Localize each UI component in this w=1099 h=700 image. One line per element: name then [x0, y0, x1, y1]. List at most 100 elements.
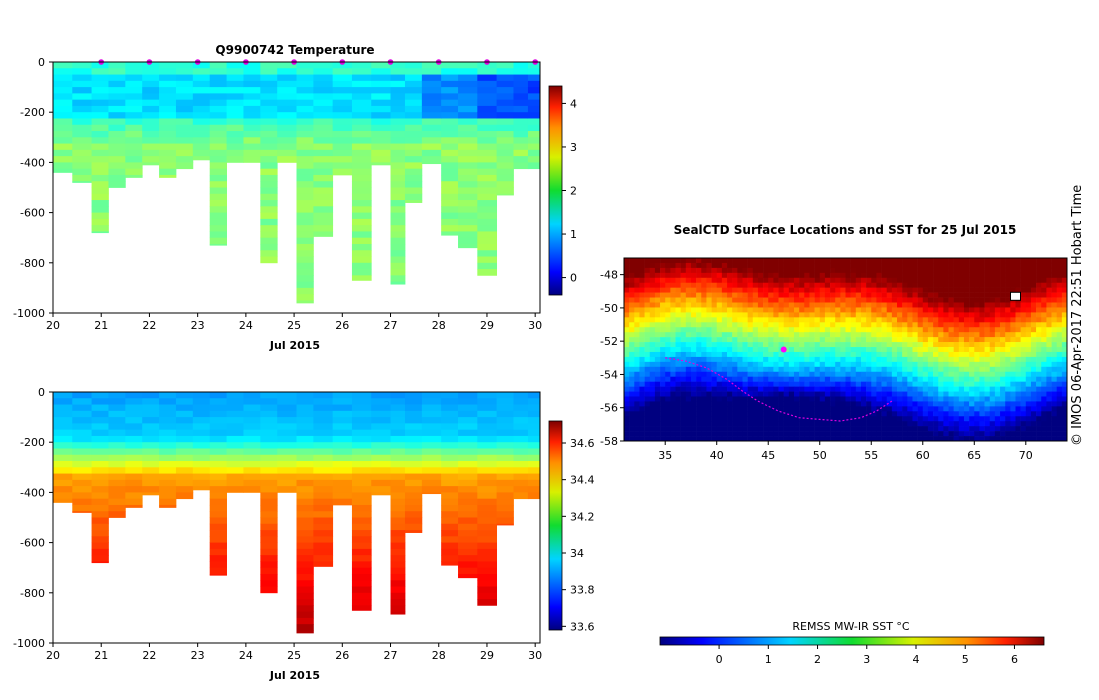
temperature-cell: [209, 225, 227, 232]
sst-cell: [1051, 272, 1057, 279]
sst-cell: [701, 297, 707, 303]
salinity-cell: [159, 454, 177, 462]
sst-cell: [804, 356, 810, 363]
sst-cell: [860, 386, 867, 392]
temperature-cell: [72, 93, 92, 101]
salinity-cell: [296, 517, 314, 525]
sst-cell: [933, 317, 939, 323]
sst-cell: [855, 317, 862, 323]
salinity-cell: [313, 392, 334, 399]
sst-cell: [943, 327, 949, 333]
salinity-cell: [175, 461, 194, 468]
salinity-cell: [513, 486, 529, 493]
salinity-cell: [209, 486, 227, 493]
temperature-cell: [53, 87, 73, 94]
sst-cell: [1041, 411, 1047, 417]
salinity-cell: [296, 567, 314, 575]
map-x-tick-label: 45: [761, 449, 775, 462]
salinity-cell: [404, 479, 423, 487]
sst-cell: [902, 356, 908, 363]
sst-cell: [902, 371, 908, 378]
salinity-cell: [441, 486, 459, 493]
sst-cell: [819, 282, 826, 288]
temperature-cell: [209, 74, 227, 82]
sst-cell: [953, 277, 960, 284]
sst-cell: [732, 426, 738, 432]
salinity-cell: [142, 479, 160, 487]
sst-cell: [1061, 416, 1068, 422]
sst-cell: [984, 416, 991, 422]
sst-cell: [881, 361, 888, 368]
sst-cell: [711, 342, 718, 348]
sst-cell: [706, 351, 712, 358]
sst-cell: [912, 426, 918, 432]
temperature-cell: [159, 62, 177, 69]
temperature-cell: [72, 105, 92, 113]
sst-cell: [824, 431, 831, 437]
sst-cell: [958, 312, 965, 318]
sst-cell: [907, 386, 913, 392]
sst-cell: [654, 371, 661, 378]
sst-cell: [969, 421, 975, 427]
sst-cell: [706, 287, 712, 293]
sst-cell: [654, 356, 661, 363]
sst-cell: [907, 262, 913, 269]
sst-cell: [876, 282, 882, 288]
sst-cell: [979, 322, 985, 328]
sst-cell: [881, 337, 888, 343]
temperature-cell: [209, 105, 227, 113]
temperature-cell: [458, 124, 478, 132]
sst-cell: [958, 431, 965, 437]
sst-cell: [685, 267, 692, 274]
sst-cell: [799, 391, 805, 397]
sst-cell: [644, 327, 651, 333]
salinity-cell: [477, 410, 498, 418]
sst-cell: [773, 386, 779, 392]
sst-cell: [696, 381, 702, 387]
salinity-cell: [477, 573, 498, 581]
sst-cell: [845, 366, 851, 373]
sst-cell: [788, 421, 795, 427]
sst-cell: [1005, 282, 1011, 288]
sst-cell: [1015, 342, 1021, 348]
salinity-x-tick-label: 23: [191, 649, 205, 662]
sst-cell: [654, 366, 661, 373]
sst-cell: [902, 332, 908, 338]
sst-cell: [881, 431, 888, 437]
salinity-cell: [404, 410, 423, 418]
sst-cell: [809, 351, 815, 358]
sst-cell: [912, 287, 918, 293]
sst-cell: [1041, 426, 1047, 432]
sst-cell: [948, 287, 954, 293]
salinity-cell: [421, 454, 442, 462]
sst-cell: [974, 401, 980, 407]
sst-cell: [1005, 401, 1011, 407]
temperature-x-tick-label: 25: [287, 319, 301, 332]
sst-cell: [835, 371, 841, 378]
sst-cell: [1051, 431, 1057, 437]
salinity-cell: [441, 435, 459, 443]
sst-cell: [1015, 262, 1021, 269]
sst-cell: [974, 396, 980, 402]
temperature-cell: [441, 99, 459, 107]
sst-cell: [855, 342, 862, 348]
salinity-cell: [332, 498, 353, 506]
temperature-cell: [496, 156, 514, 163]
salinity-cell: [108, 492, 126, 500]
sst-cell: [634, 342, 640, 348]
sst-cell: [855, 322, 862, 328]
salinity-cell: [477, 504, 498, 512]
salinity-cell: [91, 530, 109, 537]
sst-cell: [1025, 371, 1032, 378]
sst-cell: [963, 337, 970, 343]
sst-cell: [716, 416, 723, 422]
sst-cell: [768, 381, 774, 387]
sst-cell: [881, 287, 888, 293]
salinity-cell: [125, 498, 143, 506]
salinity-cell: [477, 511, 498, 518]
sst-cell: [1046, 322, 1052, 328]
sst-cell: [696, 267, 702, 274]
temperature-cell: [371, 80, 391, 88]
sst-cell: [824, 262, 831, 269]
sst-cell: [788, 436, 795, 442]
